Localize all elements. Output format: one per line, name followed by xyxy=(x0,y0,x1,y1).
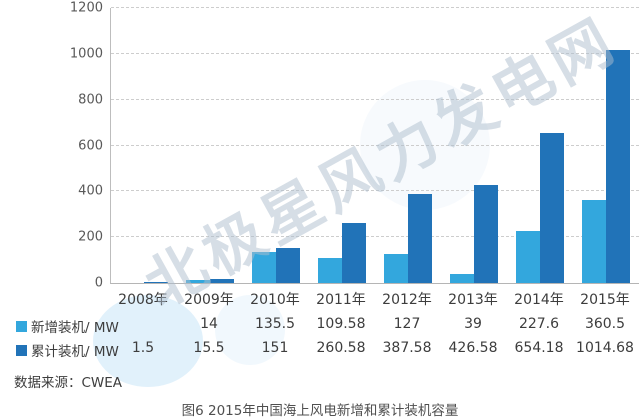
bar-group-2012年 xyxy=(375,8,441,283)
y-tick-400: 400 xyxy=(78,183,103,199)
x-axis-tick-labels: 2008年 2009年 2010年 2011年 2012年 2013年 2014年 2015年 xyxy=(110,289,638,309)
bar-new-2013年 xyxy=(450,274,474,283)
x-tick-2015年: 2015年 xyxy=(580,292,630,308)
gridline-600 xyxy=(111,144,639,146)
bar-new-2009年 xyxy=(186,279,210,283)
value-new-2008年 xyxy=(110,316,176,332)
value-new-2011年: 109.58 xyxy=(316,316,366,332)
value-cumulative-2009年: 15.5 xyxy=(193,340,225,356)
bar-cumulative-2009年 xyxy=(210,279,234,283)
bar-new-2010年 xyxy=(252,251,276,283)
value-new-2010年: 135.5 xyxy=(254,316,296,332)
data-source-note: 数据来源：CWEA xyxy=(14,375,123,391)
value-new-2009年: 14 xyxy=(200,316,218,332)
legend-cumulative: 累计装机/ MW xyxy=(16,340,119,360)
legend-swatch-icon xyxy=(16,344,27,356)
x-tick-2011年: 2011年 xyxy=(316,292,366,308)
bar-cumulative-2013年 xyxy=(474,185,498,283)
y-tick-1000: 1000 xyxy=(69,46,103,62)
bar-groups xyxy=(111,8,639,283)
value-new-2014年: 227.6 xyxy=(518,316,560,332)
bar-group-2008年 xyxy=(111,8,177,283)
legend-swatch-icon xyxy=(16,320,27,332)
x-tick-2012年: 2012年 xyxy=(382,292,432,308)
figure-caption: 图6 2015年中国海上风电新增和累计装机容量 xyxy=(181,403,459,419)
bar-cumulative-2010年 xyxy=(276,248,300,283)
bar-cumulative-2014年 xyxy=(540,133,564,283)
plot-area xyxy=(110,7,639,284)
x-tick-2013年: 2013年 xyxy=(448,292,498,308)
y-tick-0: 0 xyxy=(94,275,103,291)
legend-label: 新增装机/ MW xyxy=(31,320,119,336)
x-tick-2010年: 2010年 xyxy=(250,292,300,308)
gridline-200 xyxy=(111,236,639,238)
table-cells: 1.5 15.5 151 260.58 387.58 426.58 654.18 1014.6… xyxy=(110,340,638,356)
bar-cumulative-2008年 xyxy=(144,282,168,283)
bar-group-2009年 xyxy=(177,8,243,283)
bar-group-2013年 xyxy=(441,8,507,283)
bar-cumulative-2015年 xyxy=(606,50,630,283)
value-new-2015年: 360.5 xyxy=(584,316,626,332)
gridline-1200 xyxy=(111,7,639,8)
bar-new-2014年 xyxy=(516,230,540,283)
value-cumulative-2015年: 1014.68 xyxy=(576,340,634,356)
bar-new-2012年 xyxy=(384,253,408,283)
value-new-2012年: 127 xyxy=(393,316,421,332)
legend-new: 新增装机/ MW xyxy=(16,316,119,336)
x-tick-2014年: 2014年 xyxy=(514,292,564,308)
bar-group-2015年 xyxy=(573,8,639,283)
table-cells: 14 135.5 109.58 127 39 227.6 360.5 xyxy=(110,316,638,332)
value-cumulative-2013年: 426.58 xyxy=(448,340,498,356)
y-tick-1200: 1200 xyxy=(69,0,103,16)
table-row-new: 新增装机/ MW 14 135.5 109.58 127 39 227.6 360.5 xyxy=(0,316,640,336)
bar-new-2011年 xyxy=(318,257,342,283)
y-axis-tick-labels: 0 200 400 600 800 1000 1200 xyxy=(0,1,103,291)
y-tick-800: 800 xyxy=(78,92,103,108)
bar-cumulative-2012年 xyxy=(408,194,432,283)
bar-cumulative-2011年 xyxy=(342,223,366,283)
value-cumulative-2014年: 654.18 xyxy=(514,340,564,356)
x-tick-2008年: 2008年 xyxy=(118,292,168,308)
bar-group-2010年 xyxy=(243,8,309,283)
value-cumulative-2008年: 1.5 xyxy=(131,340,155,356)
bar-new-2015年 xyxy=(582,200,606,283)
bar-group-2014年 xyxy=(507,8,573,283)
bar-group-2011年 xyxy=(309,8,375,283)
gridline-1000 xyxy=(111,52,639,54)
value-cumulative-2011年: 260.58 xyxy=(316,340,366,356)
gridline-400 xyxy=(111,190,639,192)
y-tick-200: 200 xyxy=(78,229,103,245)
value-cumulative-2010年: 151 xyxy=(261,340,289,356)
table-row-cumulative: 累计装机/ MW 1.5 15.5 151 260.58 387.58 426.58 654.… xyxy=(0,340,640,360)
value-cumulative-2012年: 387.58 xyxy=(382,340,432,356)
x-tick-2009年: 2009年 xyxy=(184,292,234,308)
legend-label: 累计装机/ MW xyxy=(31,344,119,360)
gridline-800 xyxy=(111,98,639,100)
y-tick-600: 600 xyxy=(78,138,103,153)
value-new-2013年: 39 xyxy=(464,316,482,332)
